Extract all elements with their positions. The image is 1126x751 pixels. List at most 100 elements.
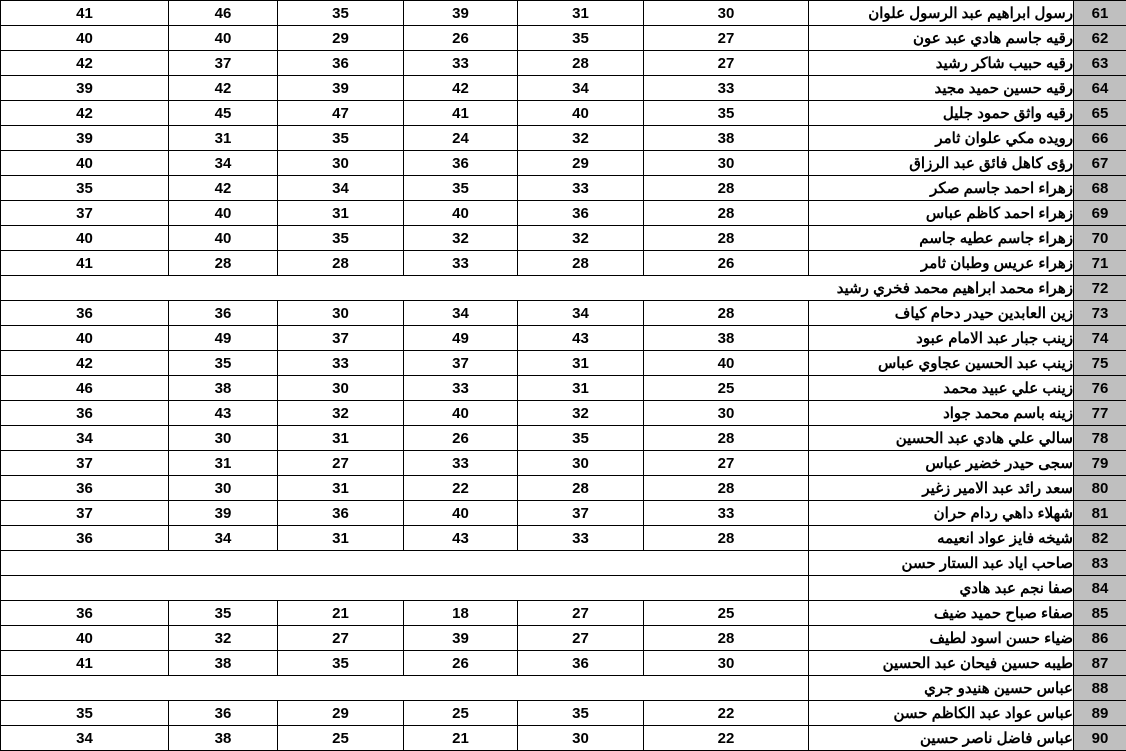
score-cell[interactable]: 25 xyxy=(643,600,809,626)
student-name-cell[interactable]: زهراء احمد جاسم صكر xyxy=(808,175,1074,201)
score-cell[interactable]: 30 xyxy=(277,375,404,401)
score-cell[interactable]: 28 xyxy=(643,475,809,501)
score-cell[interactable]: 46 xyxy=(168,0,278,26)
score-cell[interactable]: 30 xyxy=(643,150,809,176)
score-cell[interactable]: 41 xyxy=(0,0,169,26)
row-number-header[interactable]: 66 xyxy=(1073,125,1126,151)
score-cell[interactable]: 26 xyxy=(403,425,518,451)
student-name-cell[interactable]: زينب جبار عبد الامام عبود xyxy=(808,325,1074,351)
student-name-cell[interactable]: شهلاء داهي ردام حران xyxy=(808,500,1074,526)
score-cell[interactable]: 30 xyxy=(168,475,278,501)
empty-score-span[interactable] xyxy=(0,575,809,601)
score-cell[interactable]: 40 xyxy=(0,150,169,176)
score-cell[interactable]: 28 xyxy=(643,175,809,201)
score-cell[interactable]: 35 xyxy=(277,0,404,26)
score-cell[interactable]: 37 xyxy=(168,50,278,76)
score-cell[interactable]: 35 xyxy=(168,350,278,376)
score-cell[interactable]: 31 xyxy=(517,0,644,26)
score-cell[interactable]: 33 xyxy=(643,500,809,526)
score-cell[interactable]: 37 xyxy=(0,450,169,476)
score-cell[interactable]: 29 xyxy=(517,150,644,176)
score-cell[interactable]: 32 xyxy=(403,225,518,251)
score-cell[interactable]: 35 xyxy=(517,700,644,726)
score-cell[interactable]: 33 xyxy=(403,50,518,76)
score-cell[interactable]: 27 xyxy=(277,625,404,651)
score-cell[interactable]: 30 xyxy=(643,650,809,676)
row-number-header[interactable]: 74 xyxy=(1073,325,1126,351)
row-number-header[interactable]: 86 xyxy=(1073,625,1126,651)
score-cell[interactable]: 42 xyxy=(403,75,518,101)
score-cell[interactable]: 38 xyxy=(168,650,278,676)
score-cell[interactable]: 26 xyxy=(643,250,809,276)
score-cell[interactable]: 40 xyxy=(403,200,518,226)
score-cell[interactable]: 33 xyxy=(277,350,404,376)
row-number-header[interactable]: 75 xyxy=(1073,350,1126,376)
score-cell[interactable]: 36 xyxy=(0,525,169,551)
score-cell[interactable]: 35 xyxy=(517,25,644,51)
score-cell[interactable]: 34 xyxy=(0,425,169,451)
score-cell[interactable]: 36 xyxy=(277,500,404,526)
student-name-cell[interactable]: رقيه حسين حميد مجيد xyxy=(808,75,1074,101)
score-cell[interactable]: 29 xyxy=(277,25,404,51)
student-name-cell[interactable]: سالي علي هادي عبد الحسين xyxy=(808,425,1074,451)
score-cell[interactable]: 22 xyxy=(643,725,809,751)
score-cell[interactable]: 28 xyxy=(517,250,644,276)
row-number-header[interactable]: 70 xyxy=(1073,225,1126,251)
student-name-cell[interactable]: رسول ابراهيم عبد الرسول علوان xyxy=(808,0,1074,26)
score-cell[interactable]: 40 xyxy=(517,100,644,126)
student-name-cell[interactable]: صاحب اياد عبد الستار حسن xyxy=(808,550,1074,576)
row-number-header[interactable]: 61 xyxy=(1073,0,1126,26)
score-cell[interactable]: 42 xyxy=(0,350,169,376)
score-cell[interactable]: 38 xyxy=(168,725,278,751)
score-cell[interactable]: 27 xyxy=(517,600,644,626)
student-name-cell[interactable]: زهراء احمد كاظم عباس xyxy=(808,200,1074,226)
row-number-header[interactable]: 72 xyxy=(1073,275,1126,301)
row-number-header[interactable]: 80 xyxy=(1073,475,1126,501)
student-name-cell[interactable]: ضياء حسن اسود لطيف xyxy=(808,625,1074,651)
score-cell[interactable]: 40 xyxy=(168,200,278,226)
student-name-cell[interactable]: صفا نجم عبد هادي xyxy=(808,575,1074,601)
score-cell[interactable]: 30 xyxy=(277,150,404,176)
student-name-cell[interactable]: سجى حيدر خضير عباس xyxy=(808,450,1074,476)
student-name-cell[interactable]: عباس حسين هنيدو جري xyxy=(808,675,1074,701)
score-cell[interactable]: 36 xyxy=(277,50,404,76)
score-cell[interactable]: 43 xyxy=(403,525,518,551)
student-name-cell[interactable]: رويده مكي علوان ثامر xyxy=(808,125,1074,151)
row-number-header[interactable]: 90 xyxy=(1073,725,1126,751)
score-cell[interactable]: 18 xyxy=(403,600,518,626)
empty-score-span[interactable] xyxy=(0,550,809,576)
score-cell[interactable]: 27 xyxy=(517,625,644,651)
score-cell[interactable]: 40 xyxy=(168,225,278,251)
score-cell[interactable]: 31 xyxy=(277,200,404,226)
row-number-header[interactable]: 88 xyxy=(1073,675,1126,701)
score-cell[interactable]: 32 xyxy=(277,400,404,426)
score-cell[interactable]: 26 xyxy=(403,25,518,51)
row-number-header[interactable]: 76 xyxy=(1073,375,1126,401)
score-cell[interactable]: 39 xyxy=(0,75,169,101)
score-cell[interactable]: 30 xyxy=(643,400,809,426)
row-number-header[interactable]: 63 xyxy=(1073,50,1126,76)
score-cell[interactable]: 30 xyxy=(517,450,644,476)
score-cell[interactable]: 40 xyxy=(403,500,518,526)
score-cell[interactable]: 46 xyxy=(0,375,169,401)
student-name-cell[interactable]: طيبه حسين فيحان عبد الحسين xyxy=(808,650,1074,676)
score-cell[interactable]: 45 xyxy=(168,100,278,126)
score-cell[interactable]: 37 xyxy=(517,500,644,526)
score-cell[interactable]: 33 xyxy=(517,525,644,551)
row-number-header[interactable]: 73 xyxy=(1073,300,1126,326)
score-cell[interactable]: 37 xyxy=(0,500,169,526)
score-cell[interactable]: 25 xyxy=(403,700,518,726)
student-name-cell[interactable]: زهراء عريس وطبان ثامر xyxy=(808,250,1074,276)
score-cell[interactable]: 28 xyxy=(643,525,809,551)
score-cell[interactable]: 21 xyxy=(277,600,404,626)
score-cell[interactable]: 30 xyxy=(643,0,809,26)
row-number-header[interactable]: 83 xyxy=(1073,550,1126,576)
score-cell[interactable]: 35 xyxy=(643,100,809,126)
score-cell[interactable]: 41 xyxy=(403,100,518,126)
score-cell[interactable]: 40 xyxy=(0,225,169,251)
row-number-header[interactable]: 64 xyxy=(1073,75,1126,101)
score-cell[interactable]: 34 xyxy=(403,300,518,326)
score-cell[interactable]: 39 xyxy=(168,500,278,526)
student-name-cell[interactable]: صفاء صباح حميد ضيف xyxy=(808,600,1074,626)
student-name-cell[interactable]: عباس فاضل ناصر حسين xyxy=(808,725,1074,751)
